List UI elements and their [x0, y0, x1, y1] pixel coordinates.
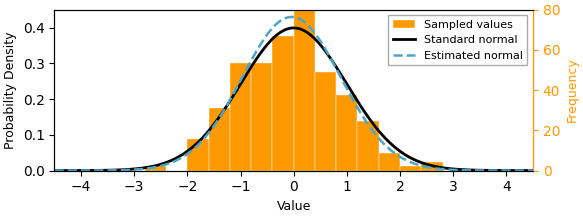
- Legend: Sampled values, Standard normal, Estimated normal: Sampled values, Standard normal, Estimat…: [388, 15, 528, 65]
- Estimated normal: [519, 169, 526, 172]
- Standard normal: [519, 169, 526, 172]
- Standard normal: [281, 29, 288, 31]
- Bar: [400, 166, 422, 171]
- Bar: [357, 121, 379, 171]
- Bar: [315, 72, 336, 171]
- Estimated normal: [529, 169, 536, 172]
- Line: Standard normal: Standard normal: [54, 28, 533, 171]
- Standard normal: [311, 37, 318, 39]
- Standard normal: [290, 27, 297, 29]
- Bar: [379, 153, 400, 171]
- Standard normal: [337, 72, 344, 75]
- Standard normal: [444, 167, 451, 170]
- Bar: [230, 63, 251, 171]
- Bar: [336, 95, 357, 171]
- Bar: [251, 63, 272, 171]
- Estimated normal: [281, 17, 288, 20]
- Y-axis label: Frequency: Frequency: [566, 58, 579, 122]
- Y-axis label: Probability Density: Probability Density: [4, 31, 17, 149]
- Bar: [145, 166, 166, 171]
- Bar: [272, 36, 294, 171]
- Line: Estimated normal: Estimated normal: [54, 17, 533, 171]
- Estimated normal: [444, 168, 451, 171]
- Standard normal: [529, 169, 536, 172]
- Bar: [422, 162, 442, 171]
- Bar: [187, 139, 209, 171]
- Estimated normal: [311, 31, 318, 34]
- Standard normal: [51, 169, 58, 172]
- X-axis label: Value: Value: [276, 200, 311, 213]
- Standard normal: [278, 30, 285, 33]
- Bar: [209, 108, 230, 171]
- Estimated normal: [337, 75, 344, 77]
- Estimated normal: [278, 19, 285, 21]
- Estimated normal: [51, 169, 58, 172]
- Estimated normal: [288, 16, 295, 18]
- Bar: [294, 0, 315, 171]
